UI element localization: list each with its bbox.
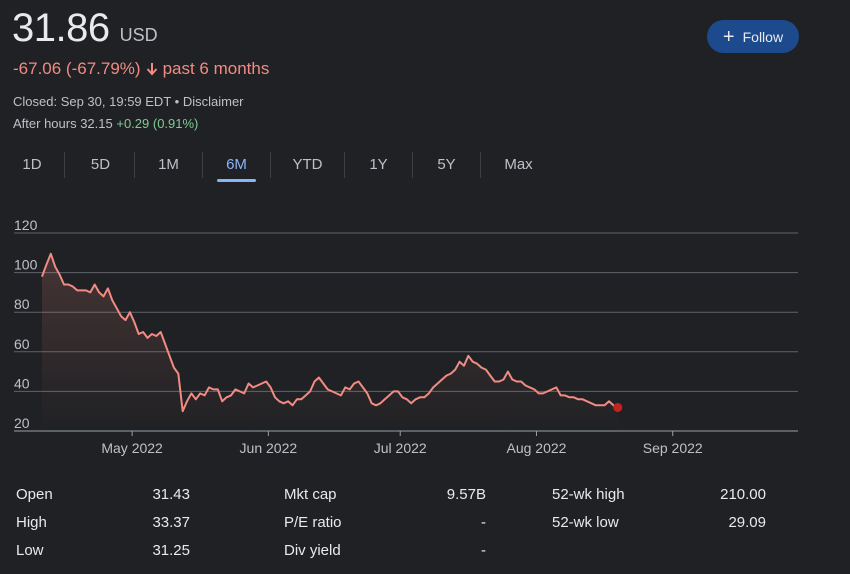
price-line [41,252,619,413]
disclaimer-link[interactable]: Disclaimer [182,94,244,109]
tab-1m[interactable]: 1M [158,156,179,173]
tab-separator [480,152,481,178]
stat-label-open: Open [16,486,53,503]
current-price-dot [613,402,623,412]
price-header: 31.86 USD [12,6,158,51]
price-currency: USD [119,25,158,45]
stat-label-mkt-cap: Mkt cap [284,486,337,503]
range-tabs: 1D 5D 1M 6M YTD 1Y 5Y Max [0,148,560,188]
y-tick-label: 100 [14,257,38,273]
x-tick-label: Jun 2022 [240,440,298,456]
price-chart: 120 100 80 60 40 20 May 2022 Jun 2022 Jul 2022 Au… [14,217,798,456]
follow-label: Follow [742,28,784,45]
x-tick-label: May 2022 [101,440,163,456]
y-tick-label: 20 [14,415,30,431]
tab-6m[interactable]: 6M [226,156,247,173]
follow-button[interactable]: + Follow [707,20,799,53]
price-value: 31.86 [12,6,110,50]
stat-label-52-wk-high: 52-wk high [552,486,625,503]
stat-value-52-wk-high: 210.00 [720,486,766,503]
arrow-down-icon [146,62,158,76]
stat-value-open: 31.43 [152,486,190,503]
tab-separator [64,152,65,178]
x-tick-label: Aug 2022 [507,440,567,456]
after-hours-info: After hours 32.15 +0.29 (0.91%) [13,116,198,131]
x-tick-label: Sep 2022 [643,440,703,456]
stat-label-52-wk-low: 52-wk low [552,514,619,531]
tab-separator [270,152,271,178]
stat-label-div-yield: Div yield [284,542,341,559]
stat-value-mkt-cap: 9.57B [446,486,486,503]
tab-1y[interactable]: 1Y [369,156,388,173]
stat-value-52-wk-low: 29.09 [728,514,766,531]
active-tab-indicator [217,179,256,182]
stat-value-low: 31.25 [152,542,190,559]
stat-value-div-yield: - [481,542,486,559]
after-hours-price: After hours 32.15 [13,116,113,131]
tab-separator [134,152,135,178]
after-hours-change: +0.29 (0.91%) [116,116,199,131]
tab-1d[interactable]: 1D [22,156,42,173]
y-tick-label: 60 [14,336,30,352]
y-tick-label: 80 [14,296,30,312]
tab-5d[interactable]: 5D [90,156,111,173]
plus-icon: + [722,25,735,48]
tab-separator [344,152,345,178]
tab-separator [202,152,203,178]
stat-value-high: 33.37 [152,514,190,531]
tab-5y[interactable]: 5Y [437,156,456,173]
tab-separator [412,152,413,178]
y-tick-label: 40 [14,375,30,391]
change-period: past 6 months [162,59,270,78]
stat-value-p-e-ratio: - [481,514,486,531]
closed-info: Closed: Sep 30, 19:59 EDT • Disclaimer [13,94,244,109]
closed-time: Closed: Sep 30, 19:59 EDT [13,94,172,109]
y-tick-label: 120 [14,217,38,233]
price-area [42,253,618,431]
separator-dot: • [174,94,180,109]
stat-label-low: Low [16,542,44,559]
tab-ytd[interactable]: YTD [292,156,323,173]
price-change: -67.06 (-67.79%) past 6 months [13,59,269,79]
x-tick-label: Jul 2022 [374,440,427,456]
change-value: -67.06 (-67.79%) [13,59,141,78]
stat-label-high: High [16,514,47,531]
key-stats: Open 31.43 High 33.37 Low 31.25 Mkt cap 9.57B P/… [0,482,850,572]
tab-max[interactable]: Max [504,156,533,173]
stat-label-p-e-ratio: P/E ratio [284,514,342,531]
